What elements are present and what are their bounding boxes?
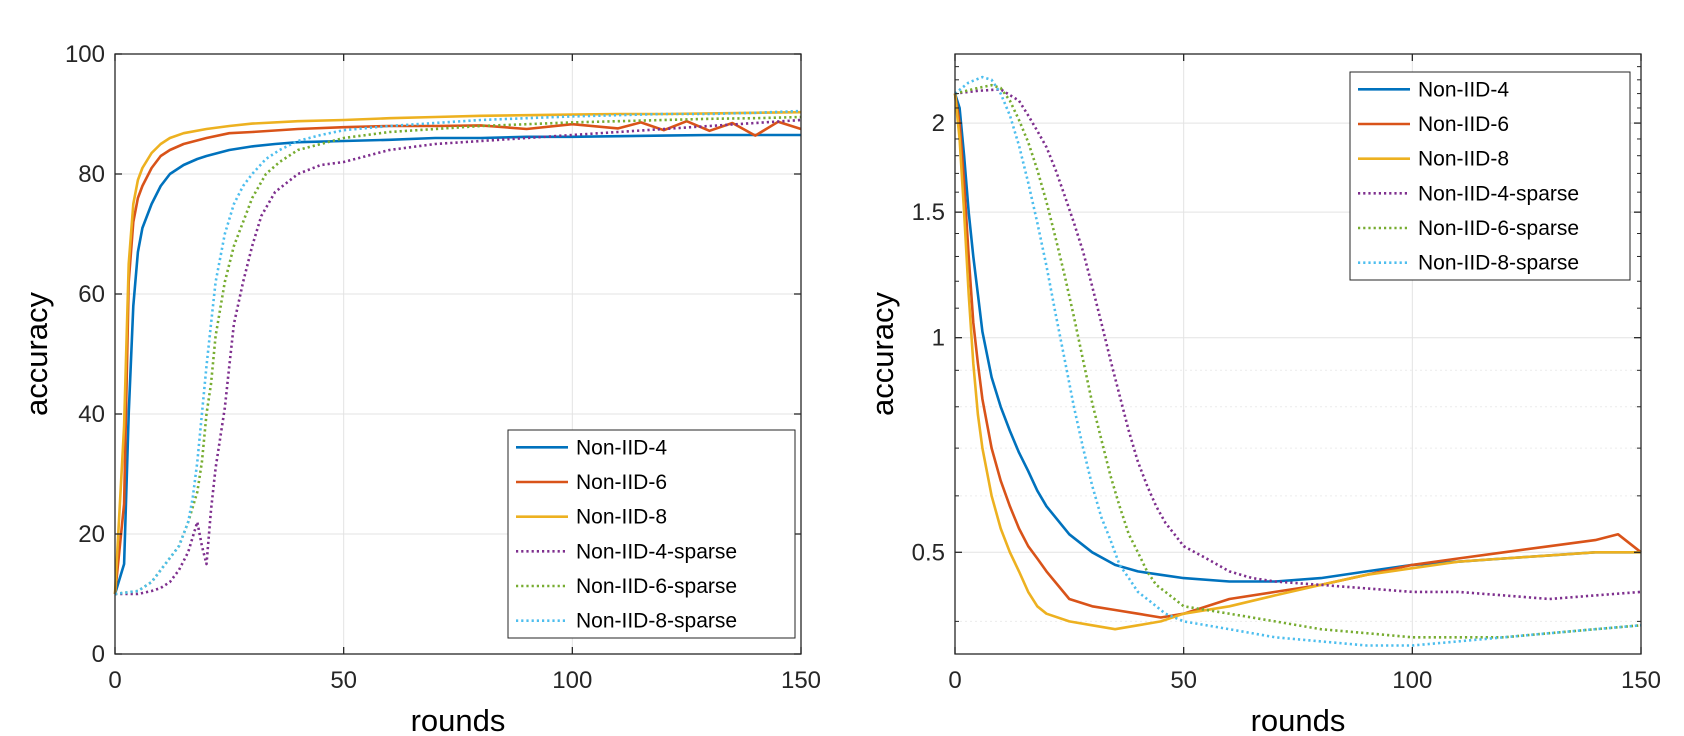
legend-label: Non-IID-8-sparse — [1418, 252, 1579, 275]
x-tick-label: 100 — [1392, 667, 1432, 694]
series-line-non-iid-8 — [113, 110, 802, 595]
series-line-non-iid-6 — [113, 119, 802, 595]
legend-label: Non-IID-8 — [576, 506, 667, 529]
series-line-non-iid-6 — [953, 93, 1642, 619]
x-tick-label: 100 — [552, 667, 592, 694]
legend-label: Non-IID-6-sparse — [1418, 217, 1579, 240]
legend-label: Non-IID-4-sparse — [576, 540, 737, 563]
y-tick-label: 60 — [78, 281, 105, 308]
legend-label: Non-IID-8 — [1418, 148, 1509, 171]
series-line-non-iid-4-sparse — [115, 118, 802, 596]
y-tick-label: 80 — [78, 161, 105, 188]
legend: Non-IID-4 Non-IID-6 Non-IID-8 Non-IID-4-spa… — [507, 429, 796, 639]
series-line-non-iid-4 — [113, 133, 801, 595]
y-tick-label: 40 — [78, 401, 105, 428]
x-axis-label: rounds — [411, 703, 506, 736]
series-line-non-iid-4-sparse — [954, 88, 1642, 601]
legend-label: Non-IID-6-sparse — [576, 575, 737, 598]
axes-box — [954, 53, 1642, 655]
grid-lines — [115, 54, 801, 654]
y-tick-label: 0.5 — [912, 539, 945, 566]
y-tick-label: 0 — [92, 641, 105, 668]
x-axis-label: rounds — [1251, 703, 1346, 736]
axis-ticks: 0 50 100 150 0 20 40 60 80 100 — [65, 41, 821, 694]
legend-label: Non-IID-6 — [576, 471, 667, 494]
legend-label: Non-IID-8-sparse — [576, 610, 737, 633]
y-tick-label: 100 — [65, 41, 105, 68]
accuracy-chart-right: 0 50 100 150 0.5 1 1.5 2 rounds accuracy Non-II… — [865, 53, 1661, 736]
y-tick-label: 2 — [932, 110, 945, 137]
legend: Non-IID-4 Non-IID-6 Non-IID-8 Non-IID-4-spa… — [1349, 71, 1631, 281]
accuracy-chart-left: 0 50 100 150 0 20 40 60 80 100 rounds accuracy No… — [19, 41, 821, 736]
x-tick-label: 0 — [948, 667, 961, 694]
series-line-non-iid-8-sparse — [114, 109, 802, 596]
x-tick-label: 150 — [1621, 667, 1661, 694]
series-lines — [953, 75, 1642, 647]
axis-ticks: 0 50 100 150 0.5 1 1.5 2 — [912, 54, 1661, 694]
y-tick-label: 1.5 — [912, 199, 945, 226]
y-axis-label: accuracy — [865, 291, 900, 416]
x-tick-label: 0 — [108, 667, 121, 694]
x-tick-label: 150 — [781, 667, 821, 694]
legend-label: Non-IID-4-sparse — [1418, 182, 1579, 205]
y-tick-label: 1 — [932, 325, 945, 352]
x-tick-label: 50 — [330, 667, 357, 694]
legend-label: Non-IID-6 — [1418, 113, 1509, 136]
legend-label: Non-IID-4 — [576, 436, 667, 459]
legend-box — [1349, 71, 1631, 281]
series-lines — [113, 109, 802, 596]
series-line-non-iid-8 — [953, 93, 1641, 631]
axes-box — [114, 53, 802, 655]
x-tick-label: 50 — [1170, 667, 1197, 694]
legend-label: Non-IID-4 — [1418, 78, 1509, 101]
y-axis-label: accuracy — [19, 291, 54, 416]
y-tick-label: 20 — [78, 521, 105, 548]
legend-box — [507, 429, 796, 639]
